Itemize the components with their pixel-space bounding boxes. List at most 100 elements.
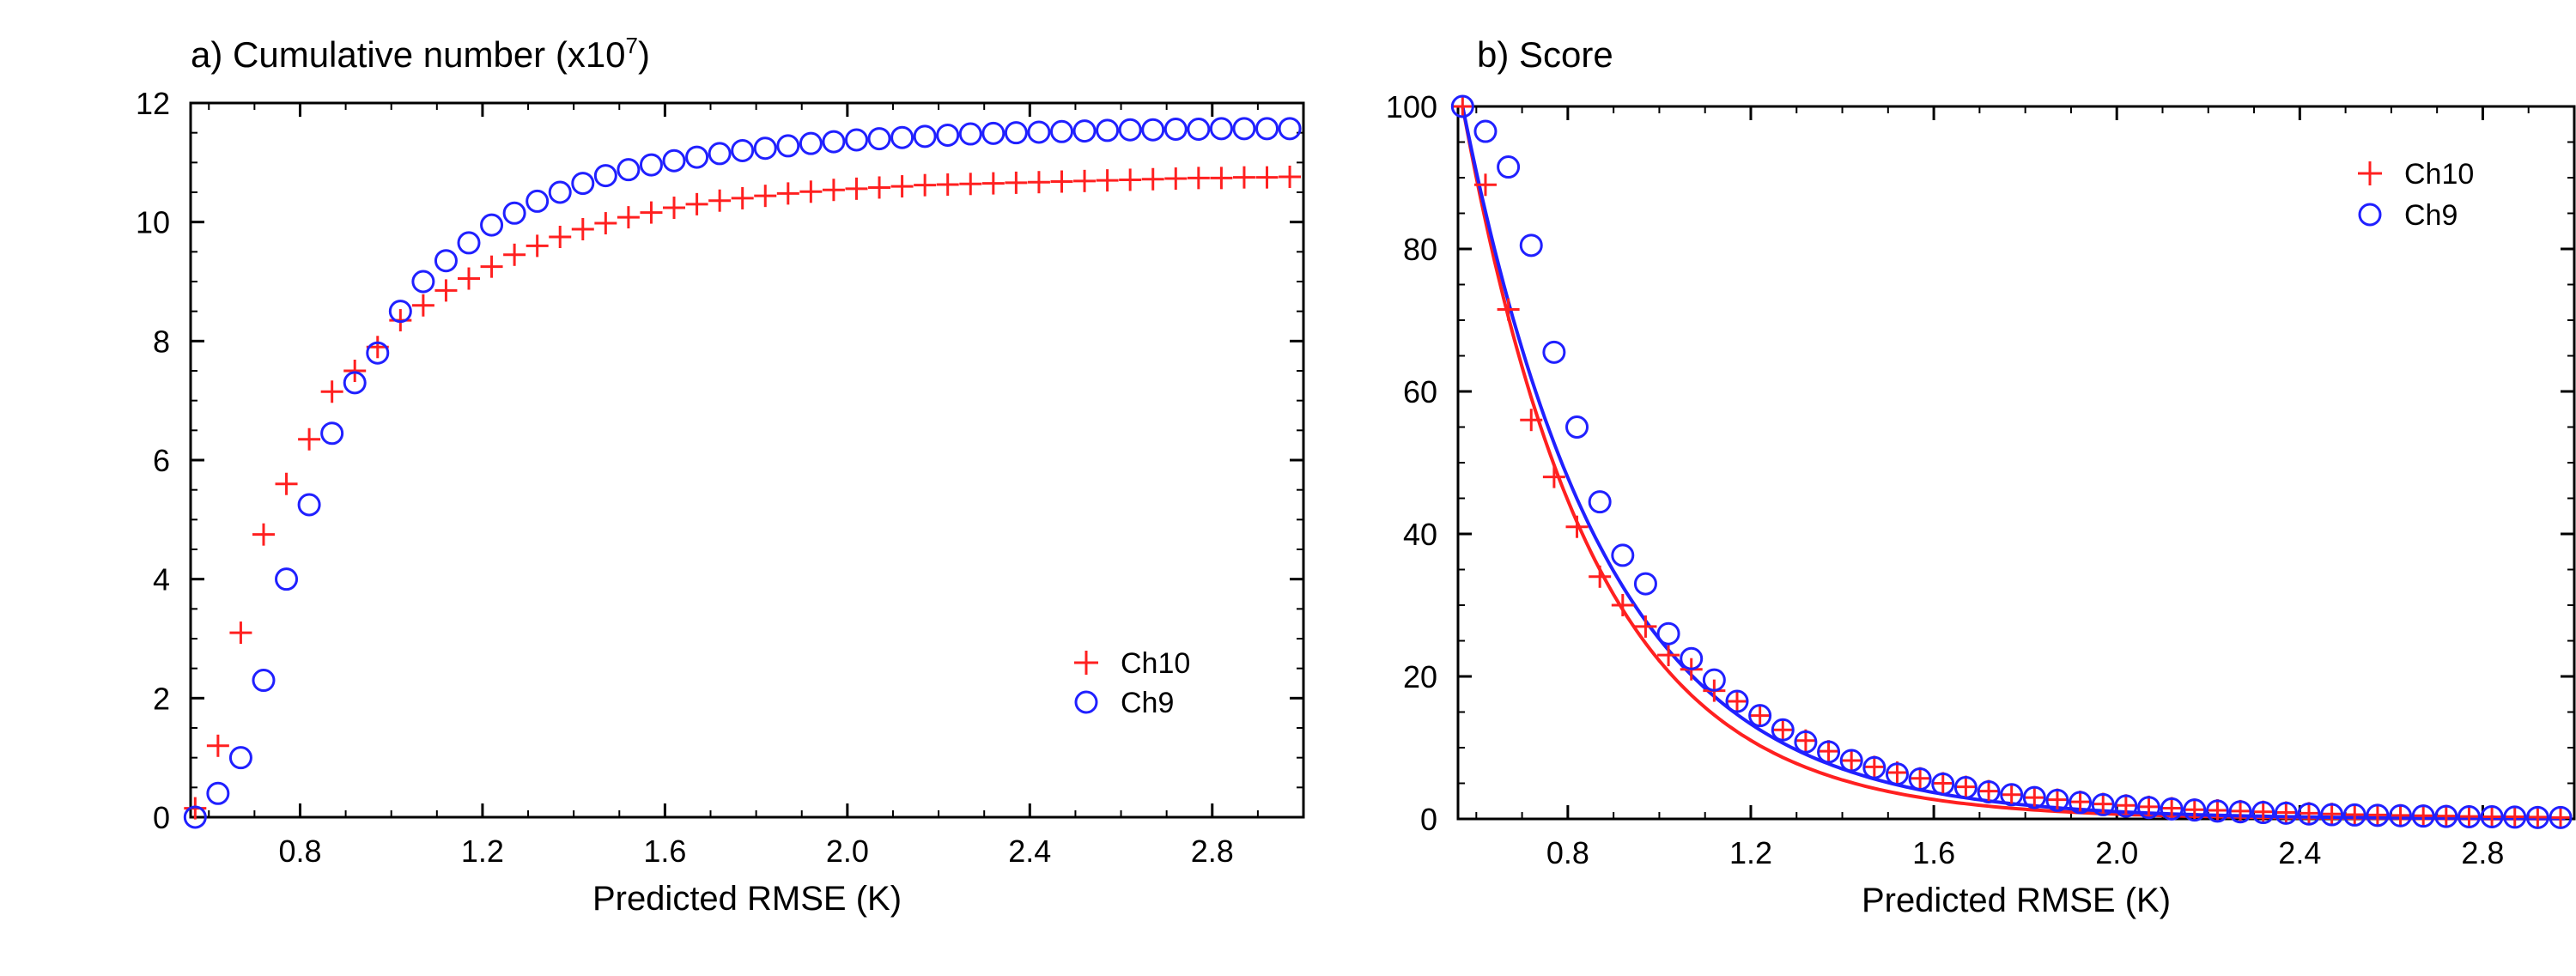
panel-a-point-ch9 [275,567,299,591]
panel-b-point-ch9 [1771,718,1795,742]
panel-a-point-ch9 [1096,118,1120,142]
panel-b-point-ch10 [2275,801,2298,824]
panel-a-point-ch9 [731,138,755,162]
panel-b-point-ch9 [1633,572,1657,596]
panel-a-point-ch9 [890,125,914,149]
panel-a-point-ch10 [1164,167,1188,191]
panel-b-point-ch10 [2297,802,2320,825]
panel-a-point-ch10 [890,175,914,198]
panel-a-point-ch9 [1209,117,1233,141]
panel-a-y-tick-label: 0 [153,800,170,835]
panel-a-point-ch9 [936,123,960,147]
panel-b-point-ch10 [1589,565,1612,588]
panel-a-point-ch10 [594,212,617,235]
panel-a-marks [183,117,1302,829]
panel-b-point-ch9 [1908,767,1932,791]
panel-b-point-ch10 [1886,761,1909,785]
panel-b-point-ch10 [1611,594,1634,616]
panel-a-point-ch10 [754,185,777,208]
panel-b-point-ch10 [2000,783,2023,806]
panel-b-point-ch9 [2069,791,2093,815]
panel-a-point-ch9 [776,134,800,158]
panel-b-point-ch9 [1656,621,1680,646]
panel-a-point-ch9 [183,805,207,829]
panel-a-point-ch10 [1141,167,1164,191]
panel-a-y-tick-label: 8 [153,324,170,359]
panel-b-point-ch10 [1771,718,1795,742]
panel-b-title: b) Score [1477,34,1613,75]
panel-a-point-ch10 [320,380,343,403]
panel-a-point-ch10 [822,179,845,202]
panel-a-point-ch9 [571,172,595,196]
panel-b-point-ch10 [1954,775,1978,798]
panel-b-point-ch10 [2320,803,2343,826]
panel-a-x-tick-label: 0.8 [278,834,321,869]
panel-b-point-ch10 [2023,786,2046,809]
panel-b-point-ch10 [2526,805,2549,828]
panel-b-point-ch10 [1817,740,1840,763]
panel-a-point-ch9 [981,121,1005,145]
panel-b-point-ch9 [2274,801,2298,825]
panel-b-point-ch10 [2434,804,2458,827]
panel-b-point-ch9 [2183,798,2207,822]
panel-a-x-axis-title: Predicted RMSE (K) [592,880,902,918]
panel-b-point-ch10 [2343,803,2366,827]
panel-a-point-ch10 [708,189,732,212]
panel-a-point-ch10 [1073,169,1097,192]
panel-b-point-ch9 [1817,740,1841,764]
panel-a-point-ch10 [1005,171,1028,194]
panel-a-point-ch9 [593,164,617,188]
panel-b-point-ch10 [2229,799,2252,822]
panel-b-x-tick-label: 2.8 [2461,835,2504,870]
panel-b-fit-curves [1461,106,2566,821]
panel-b-point-ch9 [1588,490,1612,514]
panel-b-point-ch9 [2045,788,2069,812]
panel-b-point-ch10 [1542,465,1565,488]
panel-a-point-ch9 [1072,119,1097,143]
panel-b-point-ch10 [1726,690,1748,713]
panel-b-point-ch10 [1451,95,1474,118]
panel-a-point-ch10 [184,797,207,820]
panel-b-x-tick-label: 1.6 [1912,835,1955,870]
panel-a-ticks: 0.8 1.2 1.6 2.0 2.4 2.8 0 2 4 6 8 10 12 [136,86,1304,869]
panel-a-point-ch9 [502,201,526,225]
panel-b-point-ch9 [1977,779,2001,803]
panel-b-y-tick-label: 0 [1420,802,1437,837]
panel-a-legend-ch10-label: Ch10 [1121,647,1190,680]
panel-a-point-ch9 [228,746,252,770]
panel-b-point-ch9 [1565,415,1589,439]
panel-b-point-ch10 [2458,805,2481,828]
panel-b-point-ch10 [2045,788,2069,811]
panel-b-legend-ch9-marker [2358,203,2382,227]
panel-b-x-tick-label: 2.0 [2095,835,2138,870]
panel-b-point-ch10 [1748,704,1771,727]
panel-a-point-ch9 [343,371,367,395]
panel-b-point-ch10 [2366,803,2389,827]
panel-b-point-ch9 [2205,799,2229,823]
panel-a-point-ch9 [1004,121,1028,145]
panel-b-x-axis-title: Predicted RMSE (K) [1862,882,2171,919]
panel-b-point-ch10 [2069,791,2092,814]
panel-b-point-ch9 [1473,119,1498,143]
panel-a-point-ch10 [731,186,754,209]
panel-b-legend-ch10-marker [2358,161,2382,185]
panel-b-point-ch10 [1862,755,1886,779]
panel-b-point-ch10 [2137,795,2160,818]
panel-a-point-ch10 [458,267,480,290]
panel-b-point-ch9 [1611,543,1635,567]
panel-b-point-ch9 [2091,792,2115,816]
panel-a-point-ch9 [1141,118,1165,142]
panel-a-point-ch9 [1255,117,1279,141]
panel-a-point-ch10 [1255,166,1279,189]
panel-a-point-ch9 [388,300,412,324]
panel-a-y-tick-label: 10 [136,205,170,240]
panel-b-point-ch10 [1840,749,1863,772]
panel-a-point-ch10 [549,226,572,248]
panel-a-point-ch10 [1232,166,1255,189]
panel-b-point-ch9 [2114,794,2138,818]
panel-a-y-tick-label: 4 [153,562,170,597]
panel-a-point-ch9 [913,124,937,149]
panel-a-y-tick-label: 2 [153,681,170,716]
panel-a-point-ch9 [958,122,982,146]
panel-a-point-ch10 [343,360,367,382]
